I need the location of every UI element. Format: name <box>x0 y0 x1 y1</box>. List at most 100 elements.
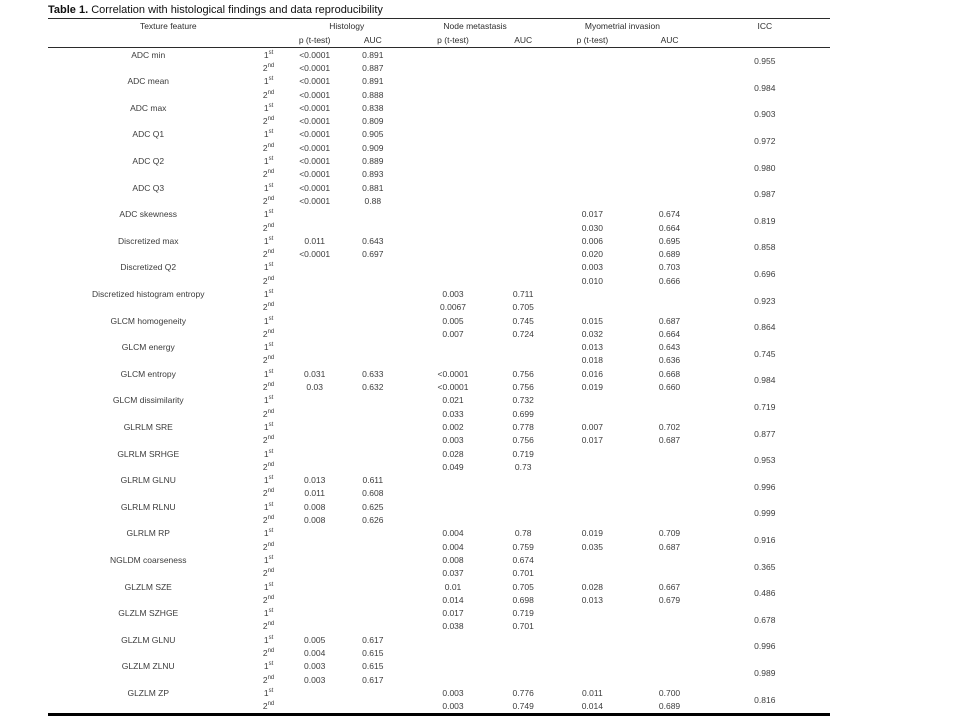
cell-feature-name <box>48 61 249 74</box>
cell-feature-name <box>48 487 249 500</box>
cell-histology-p <box>289 208 341 221</box>
table-row: Discretized max 1st 0.011 0.643 0.006 0.695 0.… <box>48 234 830 253</box>
cell-myometrial-invasion-auc: 0.668 <box>658 368 681 379</box>
cell-measurement-ordinal: 2nd <box>262 195 275 206</box>
cell-node-metastasis-auc: 0.699 <box>512 408 534 419</box>
cell-myometrial-invasion-auc: 0.636 <box>658 355 681 366</box>
cell-node-metastasis-p: 0.003 <box>442 701 464 712</box>
ordinal-suffix: nd <box>267 89 275 96</box>
ordinal-suffix: nd <box>267 541 275 548</box>
cell-histology-auc: 0.617 <box>362 674 384 685</box>
cell-node-metastasis-p: 0.002 <box>442 421 464 432</box>
cell-measurement-ordinal: 2nd <box>262 648 275 658</box>
cell-histology-p <box>289 394 341 407</box>
cell-feature-name: GLZLM ZLNU <box>121 661 175 672</box>
sub-header-icc-empty <box>700 33 830 48</box>
cell-icc: 0.745 <box>754 348 776 359</box>
table-row: 2nd <0.0001 0.888 <box>48 88 830 101</box>
table-row: 2nd 0.033 0.699 <box>48 407 830 420</box>
cell-measurement-ordinal: 1st <box>263 76 274 87</box>
cell-measurement-ordinal: 1st <box>263 156 274 167</box>
cell-node-metastasis-auc <box>501 154 545 167</box>
cell-icc: 0.877 <box>754 428 776 439</box>
cell-node-metastasis-auc <box>501 221 545 234</box>
cell-feature-name <box>48 221 249 234</box>
cell-node-metastasis-auc <box>501 141 545 154</box>
table-row: 2nd 0.0067 0.705 <box>48 301 830 314</box>
cell-feature-name <box>48 194 249 207</box>
table-row: ADC mean 1st <0.0001 0.891 0.984 <box>48 75 830 93</box>
cell-icc: 0.903 <box>754 109 776 120</box>
cell-myometrial-invasion-auc: 0.702 <box>658 421 681 432</box>
ordinal-suffix: st <box>268 555 274 562</box>
cell-histology-auc <box>341 686 405 699</box>
cell-node-metastasis-auc <box>501 168 545 181</box>
cell-histology-p: <0.0001 <box>299 76 331 87</box>
cell-measurement-ordinal: 1st <box>263 342 274 353</box>
cell-icc: 0.980 <box>754 162 776 173</box>
cell-node-metastasis-p <box>405 141 501 154</box>
cell-icc: 0.923 <box>754 295 776 306</box>
sub-header-hist-auc: AUC <box>363 35 382 45</box>
cell-measurement-ordinal: 2nd <box>262 275 275 286</box>
cell-myometrial-invasion-auc <box>639 513 699 526</box>
ordinal-suffix: st <box>268 528 274 535</box>
cell-histology-auc: 0.615 <box>362 648 384 658</box>
cell-measurement-ordinal: 2nd <box>262 89 275 100</box>
cell-histology-p <box>289 580 341 593</box>
ordinal-suffix: st <box>268 235 274 242</box>
table-row: 2nd 0.011 0.608 <box>48 487 830 500</box>
cell-histology-auc <box>341 540 405 553</box>
cell-myometrial-invasion-p <box>545 141 639 154</box>
cell-node-metastasis-auc <box>501 633 545 646</box>
cell-node-metastasis-p: 0.003 <box>442 687 464 698</box>
cell-feature-name: ADC skewness <box>119 209 178 220</box>
cell-feature-name <box>48 141 249 154</box>
cell-measurement-ordinal: 1st <box>263 395 274 406</box>
cell-measurement-ordinal: 1st <box>263 661 274 672</box>
cell-histology-p: 0.03 <box>306 382 323 393</box>
table-row: GLRLM RLNU 1st 0.008 0.625 0.999 <box>48 500 830 519</box>
ordinal-suffix: nd <box>267 355 275 362</box>
cell-feature-name <box>48 620 249 633</box>
ordinal-suffix: nd <box>267 674 275 681</box>
cell-feature-name <box>48 700 249 715</box>
cell-histology-p: <0.0001 <box>299 195 331 206</box>
cell-histology-auc <box>341 527 405 540</box>
cell-measurement-ordinal: 1st <box>263 554 274 565</box>
cell-node-metastasis-p: 0.004 <box>442 541 464 552</box>
ordinal-suffix: nd <box>267 222 275 229</box>
ordinal-suffix: st <box>268 49 274 56</box>
cell-measurement-ordinal: 2nd <box>262 461 275 472</box>
cell-measurement-ordinal: 2nd <box>262 355 275 366</box>
cell-histology-auc: 0.888 <box>362 89 384 100</box>
ordinal-suffix: nd <box>267 408 275 415</box>
cell-node-metastasis-p <box>405 154 501 167</box>
cell-feature-name: ADC min <box>131 49 166 60</box>
cell-node-metastasis-p <box>405 341 501 354</box>
cell-histology-p <box>289 540 341 553</box>
cell-myometrial-invasion-p <box>545 407 639 420</box>
cell-myometrial-invasion-auc <box>639 88 699 101</box>
cell-node-metastasis-p <box>405 88 501 101</box>
cell-node-metastasis-p <box>405 354 501 367</box>
cell-histology-p: <0.0001 <box>299 156 331 167</box>
cell-myometrial-invasion-auc: 0.664 <box>658 222 681 233</box>
table-row: GLZLM SZHGE 1st 0.017 0.719 0.678 <box>48 606 830 625</box>
cell-node-metastasis-auc <box>501 194 545 207</box>
table-row: ADC skewness 1st 0.017 0.674 0.819 <box>48 208 830 226</box>
cell-myometrial-invasion-p <box>545 48 639 62</box>
cell-node-metastasis-auc <box>501 75 545 88</box>
cell-node-metastasis-p: 0.038 <box>442 621 464 632</box>
cell-histology-auc: 0.809 <box>362 116 384 127</box>
cell-feature-name <box>48 407 249 420</box>
cell-histology-auc <box>341 221 405 234</box>
cell-feature-name: GLRLM SRHGE <box>117 448 180 459</box>
cell-myometrial-invasion-p <box>545 154 639 167</box>
cell-node-metastasis-p: 0.014 <box>442 594 464 605</box>
cell-measurement-ordinal: 1st <box>263 368 274 379</box>
ordinal-suffix: st <box>268 608 274 615</box>
cell-myometrial-invasion-p <box>545 567 639 580</box>
cell-feature-name <box>48 513 249 526</box>
table-row: 2nd <0.0001 0.697 0.020 0.689 <box>48 247 830 260</box>
